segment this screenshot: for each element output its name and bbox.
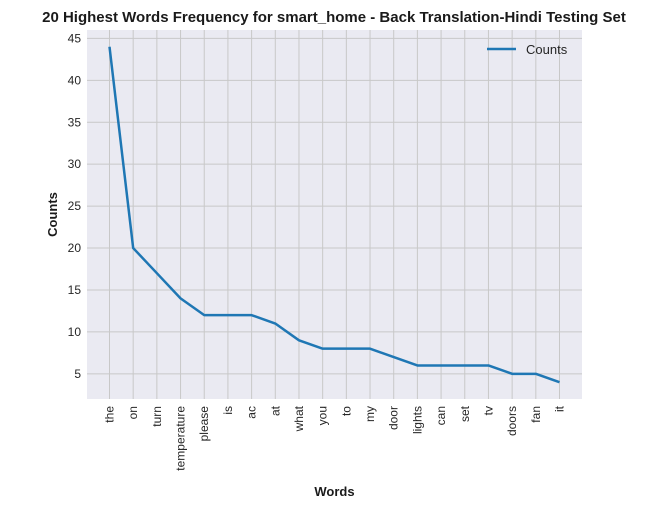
legend-label-counts: Counts — [526, 42, 568, 57]
plot-background — [87, 30, 582, 399]
chart-title: 20 Highest Words Frequency for smart_hom… — [42, 9, 626, 26]
x-tick-label: it — [553, 405, 567, 412]
x-tick-label: to — [339, 406, 353, 416]
x-gridlines — [109, 30, 560, 399]
x-tick-label: turn — [150, 406, 164, 427]
y-tick-label: 25 — [68, 199, 82, 213]
y-tick-label: 20 — [68, 241, 82, 255]
y-axis-ticks: 5 10 15 20 25 30 35 40 45 — [68, 31, 82, 380]
y-tick-label: 5 — [74, 367, 81, 381]
x-tick-label: please — [197, 406, 211, 442]
y-tick-label: 30 — [68, 157, 82, 171]
x-tick-label: ac — [245, 406, 259, 419]
x-tick-label: is — [221, 406, 235, 415]
y-tick-label: 45 — [68, 31, 82, 45]
y-tick-label: 35 — [68, 115, 82, 129]
x-tick-label: doors — [505, 406, 519, 436]
plot-area — [87, 30, 582, 399]
x-tick-label: fan — [529, 406, 543, 423]
legend: Counts — [487, 42, 568, 57]
x-axis-ticks: the on turn temperature please is ac at what you t… — [103, 405, 567, 470]
x-tick-label: tv — [481, 406, 495, 415]
x-tick-label: can — [434, 406, 448, 425]
x-tick-label: temperature — [174, 406, 188, 471]
y-tick-label: 10 — [68, 325, 82, 339]
x-tick-label: you — [316, 406, 330, 425]
x-tick-label: door — [387, 406, 401, 430]
x-axis-label: Words — [314, 484, 354, 499]
x-tick-label: the — [103, 406, 117, 423]
y-axis-label: Counts — [45, 192, 60, 237]
series-line-counts — [108, 46, 560, 384]
x-tick-label: set — [458, 405, 472, 422]
x-tick-label: at — [268, 405, 282, 416]
x-tick-label: lights — [410, 406, 424, 434]
y-tick-label: 40 — [68, 73, 82, 87]
x-tick-label: what — [292, 405, 306, 432]
x-tick-label: on — [126, 406, 140, 419]
y-tick-label: 15 — [68, 283, 82, 297]
y-gridlines — [87, 37, 582, 375]
x-tick-label: my — [363, 406, 377, 422]
